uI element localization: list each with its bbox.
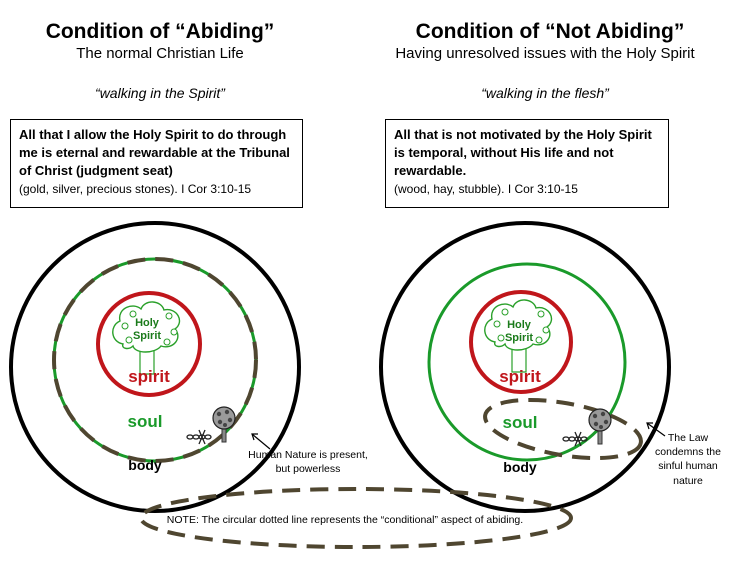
right-annotation-line-4: nature bbox=[673, 475, 703, 487]
left-soul-label: soul bbox=[128, 412, 163, 431]
left-spirit-circle bbox=[96, 291, 202, 397]
right-tree-label-2: Spirit bbox=[505, 332, 533, 344]
right-arrowhead-icon bbox=[646, 422, 653, 430]
right-box-statement: All that is not motivated by the Holy Sp… bbox=[394, 127, 652, 178]
left-annotation-line-2: but powerless bbox=[276, 463, 341, 475]
left-bound-chain-icon bbox=[186, 429, 212, 445]
right-body-label: body bbox=[503, 459, 537, 475]
right-info-box: All that is not motivated by the Holy Sp… bbox=[385, 119, 669, 208]
right-subtitle: Having unresolved issues with the Holy S… bbox=[395, 45, 695, 62]
note-dotted-ellipse bbox=[139, 487, 573, 549]
right-spirit-label: spirit bbox=[499, 367, 541, 386]
left-arrowhead-icon bbox=[251, 433, 258, 441]
right-spirit-circle bbox=[469, 290, 573, 394]
note-text: NOTE: The circular dotted line represent… bbox=[167, 514, 523, 526]
right-annotation-line-3: sinful human bbox=[658, 460, 718, 472]
left-info-box: All that I allow the Holy Spirit to do t… bbox=[10, 119, 303, 208]
left-box-reference: (gold, silver, precious stones). I Cor 3… bbox=[19, 182, 252, 196]
right-title: Condition of “Not Abiding” bbox=[415, 20, 685, 43]
right-soul-circle bbox=[427, 262, 627, 462]
right-soul-label: soul bbox=[503, 413, 538, 432]
left-body-label: body bbox=[128, 457, 162, 473]
right-bound-chain-icon bbox=[562, 431, 588, 447]
left-title: Condition of “Abiding” bbox=[45, 20, 275, 43]
left-annotation-arrow bbox=[251, 433, 271, 450]
left-tree-label-1: Holy bbox=[135, 317, 160, 329]
left-subtitle: The normal Christian Life bbox=[76, 45, 244, 62]
right-motto: “walking in the flesh” bbox=[481, 85, 609, 101]
human-nature-tree-icon bbox=[212, 406, 236, 443]
left-annotation-line-1: Human Nature is present, bbox=[248, 449, 368, 461]
right-annotation-arrow bbox=[646, 422, 666, 437]
left-diagram: Holy Spirit spirit soul body Human Natur… bbox=[9, 221, 368, 513]
right-not-abiding-dotted-ellipse bbox=[483, 397, 643, 461]
right-annotation-line-1: The Law bbox=[668, 432, 709, 444]
right-box-reference: (wood, hay, stubble). I Cor 3:10-15 bbox=[394, 182, 578, 196]
sinful-nature-tree-icon bbox=[588, 408, 612, 445]
left-spirit-label: spirit bbox=[128, 367, 170, 386]
right-body-circle bbox=[379, 221, 671, 513]
right-annotation-line-2: condemns the bbox=[655, 446, 721, 458]
left-body-circle bbox=[9, 221, 301, 513]
right-diagram: Holy Spirit spirit soul body The Law con… bbox=[379, 221, 721, 513]
left-motto: “walking in the Spirit” bbox=[95, 85, 225, 101]
left-tree-label-2: Spirit bbox=[133, 330, 161, 342]
right-tree-label-1: Holy bbox=[507, 319, 532, 331]
left-abiding-dotted-circle bbox=[52, 257, 258, 463]
left-box-statement: All that I allow the Holy Spirit to do t… bbox=[19, 127, 290, 178]
